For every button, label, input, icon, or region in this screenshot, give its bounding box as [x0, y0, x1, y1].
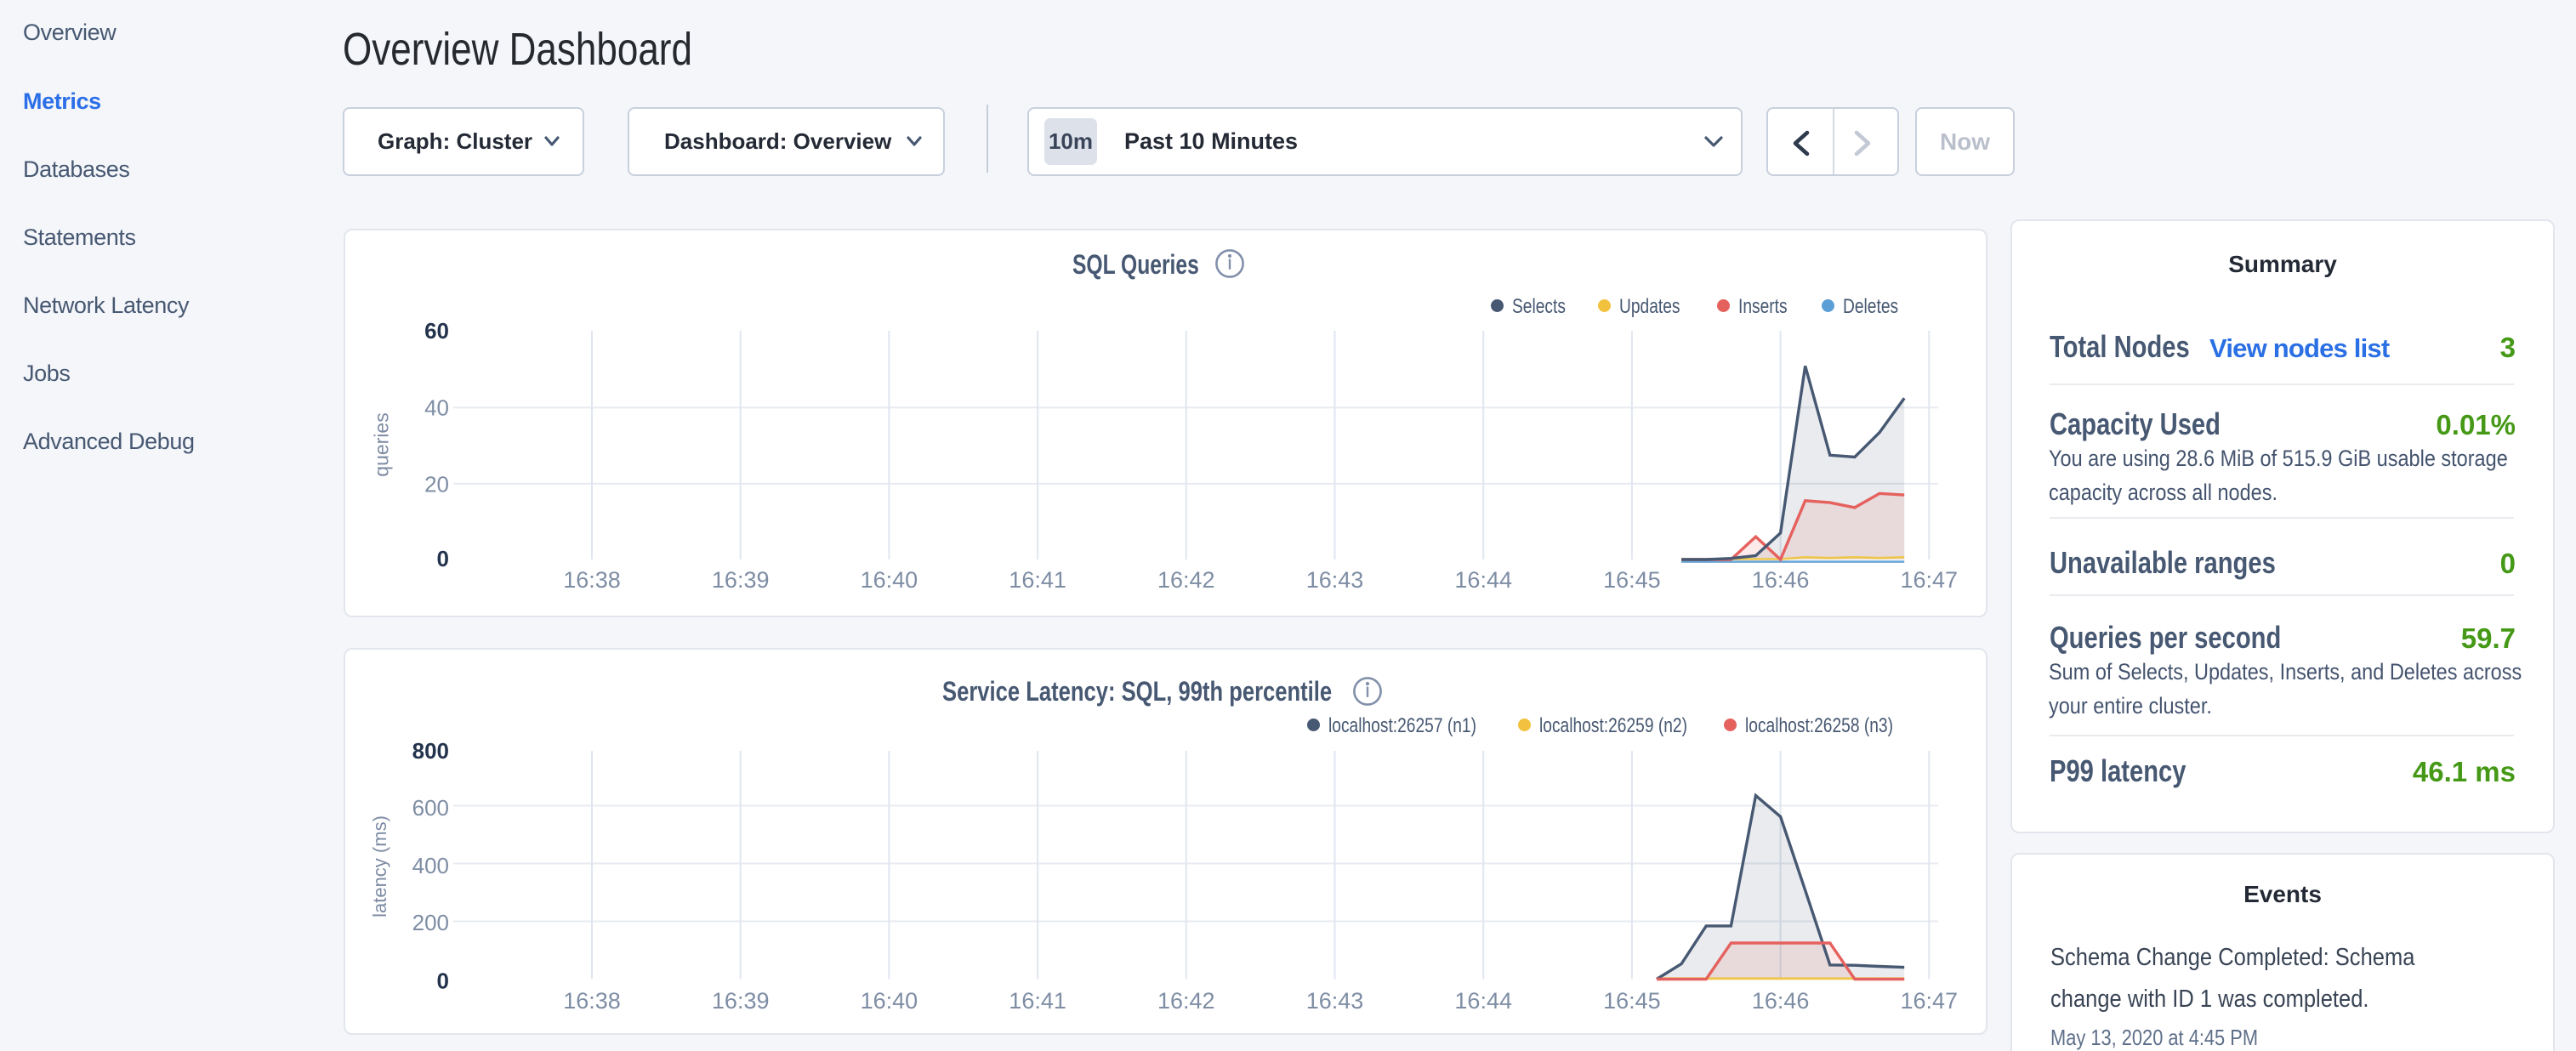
svg-text:0: 0 — [437, 546, 449, 571]
svg-text:60: 60 — [424, 318, 449, 344]
svg-text:16:44: 16:44 — [1454, 567, 1512, 593]
svg-text:16:39: 16:39 — [712, 567, 770, 593]
svg-text:16:45: 16:45 — [1603, 988, 1661, 1014]
svg-text:0: 0 — [437, 969, 449, 994]
svg-text:16:44: 16:44 — [1454, 988, 1512, 1014]
svg-text:20: 20 — [424, 472, 449, 497]
svg-text:16:41: 16:41 — [1009, 988, 1066, 1014]
svg-text:16:45: 16:45 — [1603, 567, 1661, 593]
svg-text:16:46: 16:46 — [1752, 988, 1810, 1014]
svg-text:16:47: 16:47 — [1901, 567, 1959, 593]
svg-text:16:42: 16:42 — [1157, 988, 1215, 1014]
svg-text:16:38: 16:38 — [563, 567, 621, 593]
svg-text:16:43: 16:43 — [1306, 567, 1364, 593]
svg-text:16:42: 16:42 — [1157, 567, 1215, 593]
svg-text:16:38: 16:38 — [563, 988, 621, 1014]
svg-text:600: 600 — [412, 795, 449, 821]
svg-text:40: 40 — [424, 395, 449, 421]
svg-text:16:39: 16:39 — [712, 988, 770, 1014]
svg-text:16:40: 16:40 — [861, 988, 918, 1014]
svg-text:16:46: 16:46 — [1752, 567, 1810, 593]
svg-text:400: 400 — [412, 853, 449, 878]
svg-text:16:41: 16:41 — [1009, 567, 1066, 593]
svg-text:16:43: 16:43 — [1306, 988, 1364, 1014]
svg-text:16:47: 16:47 — [1901, 988, 1959, 1014]
svg-text:16:40: 16:40 — [861, 567, 918, 593]
svg-text:200: 200 — [412, 910, 449, 935]
svg-text:800: 800 — [412, 738, 449, 764]
